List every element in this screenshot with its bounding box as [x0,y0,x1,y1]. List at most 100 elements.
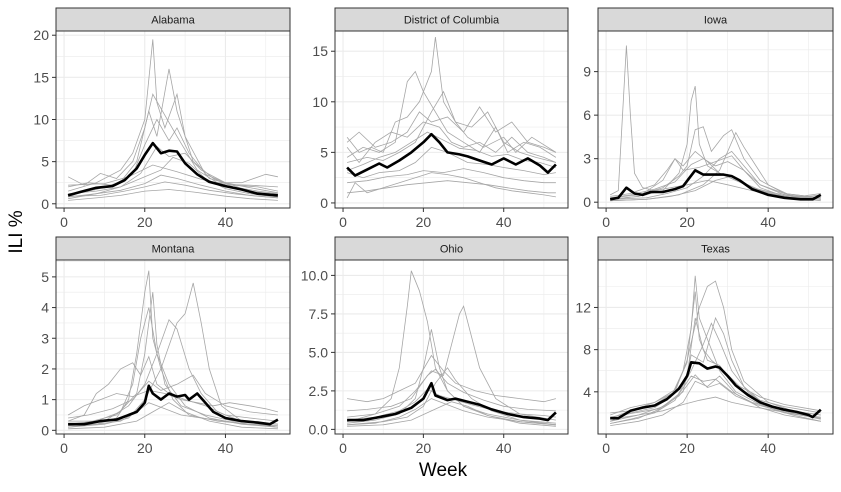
panel-background [598,31,833,208]
season-line-0 [346,270,556,424]
x-tick-label: 40 [218,214,234,230]
season-line-4 [347,354,557,403]
facet-strip [597,7,834,32]
season-line-6 [67,389,278,416]
mean-line [609,169,822,201]
facet-panel-5: Texas 4 8 12 0 20 40 [575,236,834,456]
x-tick-label: 40 [496,440,512,456]
season-line-9 [610,374,821,418]
facet-strip [334,7,569,32]
facet-panel-3: Montana 0 1 2 3 4 5 0 20 40 [41,236,291,456]
panel-data [346,37,557,199]
facet-strip [55,236,291,261]
season-line-0 [346,37,557,153]
season-line-4 [347,168,556,184]
y-tick-label: 0 [41,422,49,438]
x-tick-label: 40 [760,440,776,456]
y-tick-label: 6 [583,107,591,123]
season-line-9 [68,292,278,425]
season-line-2 [68,282,278,428]
y-tick-label: 9 [583,64,591,80]
season-line-3 [610,150,821,200]
y-tick-label: 0 [41,196,49,212]
mean-line [610,360,822,420]
season-line-5 [68,189,278,201]
season-line-5 [347,401,556,427]
facet-panel-1: District of Columbia 0 5 10 15 0 20 40 [312,7,569,230]
season-line-8 [68,402,278,427]
y-tick-label: 0.0 [309,421,329,437]
y-tick-label: 8 [583,342,591,358]
y-tick-label: 2 [41,361,49,377]
season-line-9 [346,106,557,153]
season-line-4 [68,174,278,199]
panel-data [610,275,822,426]
y-tick-label: 5.0 [309,344,329,360]
x-tick-label: 0 [339,214,347,230]
x-tick-label: 40 [760,214,776,230]
mean-line [67,141,279,197]
y-tick-label: 4 [41,300,49,316]
season-line-8 [346,131,557,171]
season-line-9 [68,164,278,188]
facet-strip [334,236,569,261]
x-tick-label: 40 [496,214,512,230]
y-tick-label: 12 [575,299,591,315]
season-line-7 [610,396,821,420]
x-tick-label: 40 [218,440,234,456]
x-tick-label: 20 [137,440,153,456]
season-line-6 [346,172,556,199]
season-line-5 [610,150,821,197]
panel-data [67,270,279,430]
x-axis-title: Week [419,460,468,481]
x-tick-label: 0 [60,440,68,456]
x-tick-label: 0 [60,214,68,230]
facet-panel-2: Iowa 0 3 6 9 0 20 40 [583,7,834,230]
y-tick-label: 15 [312,43,328,59]
season-line-6 [347,388,556,421]
facet-strip-label: District of Columbia [404,15,500,27]
season-line-3 [347,367,556,426]
facet-strip-label: Ohio [440,244,463,256]
season-line-4 [67,355,278,422]
season-line-1 [347,305,556,421]
season-line-7 [346,121,557,164]
y-tick-label: 3 [41,330,49,346]
mean-line [346,132,557,177]
facet-panel-4: Ohio 0.0 2.5 5.0 7.5 10.0 0 20 40 [301,236,569,456]
mean-line [347,381,557,422]
y-tick-label: 1 [41,392,49,408]
y-tick-label: 10 [33,112,49,128]
season-line-8 [68,181,278,199]
y-tick-label: 5 [41,269,49,285]
y-tick-label: 10 [312,94,328,110]
panel-data [67,39,279,201]
x-tick-label: 20 [679,214,695,230]
season-line-5 [347,180,556,194]
season-line-6 [610,317,821,414]
facet-strip [597,236,834,261]
facet-strip-label: Alabama [151,15,195,27]
y-tick-label: 15 [33,69,49,85]
x-tick-label: 0 [602,214,610,230]
facet-strip-label: Iowa [704,15,728,27]
panel-data [346,270,557,427]
facet-strip-label: Montana [152,244,196,256]
season-line-8 [347,398,556,426]
x-tick-label: 20 [679,440,695,456]
season-line-7 [347,368,556,412]
x-tick-label: 20 [416,440,432,456]
season-line-6 [610,155,821,200]
season-line-8 [610,131,821,202]
season-line-3 [610,375,821,426]
mean-line [68,384,279,426]
panel-background [335,260,568,434]
y-tick-label: 5 [41,154,49,170]
x-tick-label: 0 [339,440,347,456]
season-line-7 [610,158,821,199]
season-line-7 [68,145,278,195]
y-tick-label: 20 [33,27,49,43]
